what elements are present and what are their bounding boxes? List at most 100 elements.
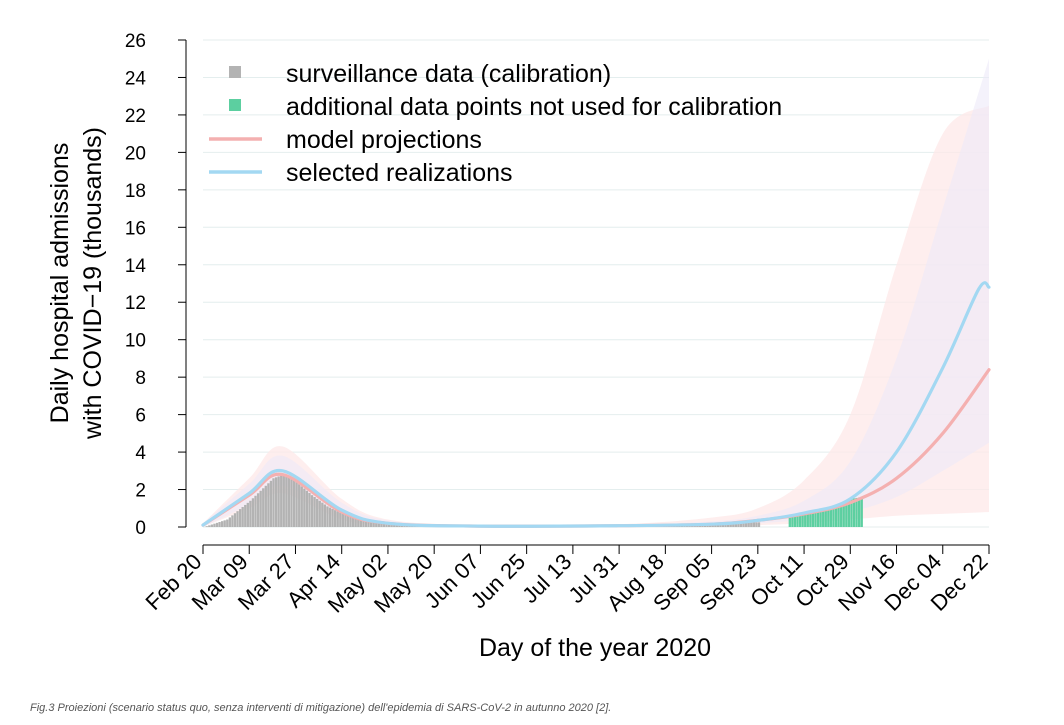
bar [310, 495, 314, 527]
bar [295, 482, 298, 527]
bar [814, 511, 817, 527]
bar [829, 506, 833, 527]
bar [341, 513, 345, 527]
bar [372, 520, 375, 527]
bar [323, 504, 327, 527]
bar [346, 515, 350, 527]
bar [256, 493, 260, 527]
bar [845, 500, 848, 527]
bar [369, 520, 373, 527]
bar [750, 522, 753, 527]
legend-label: additional data points not used for cali… [286, 93, 782, 121]
bar [724, 523, 727, 527]
series-lines [201, 281, 991, 528]
bar [387, 523, 391, 527]
bar [737, 523, 740, 527]
bar [249, 500, 252, 527]
y-tick-label: 0 [135, 518, 146, 539]
bar [744, 522, 748, 527]
bar [215, 522, 219, 527]
legend-swatch [229, 99, 241, 111]
bar [742, 522, 745, 527]
bar [300, 486, 303, 527]
bar [285, 476, 288, 527]
bar [752, 522, 755, 527]
y-tick-label: 10 [125, 331, 146, 352]
bars-additional [788, 497, 863, 527]
bar [811, 512, 815, 527]
y-tick-label: 12 [125, 293, 146, 314]
bar [280, 475, 283, 527]
bar [809, 512, 812, 527]
bar [362, 518, 365, 527]
bar [223, 520, 226, 527]
bar [277, 476, 280, 527]
bar [328, 507, 332, 527]
bar [246, 502, 249, 527]
bar [860, 497, 863, 527]
bar [755, 522, 758, 527]
bar [819, 510, 822, 527]
line-selected-realizations [201, 281, 991, 528]
bar [719, 523, 722, 527]
bar [321, 502, 324, 527]
y-tick-label: 18 [125, 181, 146, 202]
bar [837, 503, 840, 527]
bar [721, 523, 725, 527]
y-tick-label: 26 [125, 31, 146, 52]
bar [344, 514, 347, 527]
y-tick-label: 6 [135, 406, 146, 427]
legend-item-3: model projections [209, 126, 482, 154]
bar [287, 477, 291, 527]
bar [757, 522, 761, 527]
bar [852, 498, 856, 527]
bar [318, 500, 321, 527]
bar [858, 497, 861, 527]
bar [220, 521, 224, 527]
bar [316, 498, 319, 527]
bar [801, 514, 804, 527]
bar [213, 523, 216, 527]
bar [236, 511, 239, 527]
y-tick-label: 8 [135, 368, 146, 389]
bar [788, 517, 791, 527]
bar [834, 504, 838, 527]
legend-label: model projections [286, 126, 482, 154]
bar [824, 508, 827, 527]
y-tick-label: 14 [125, 256, 147, 277]
bar [798, 515, 802, 527]
bar [298, 484, 301, 527]
bar [308, 492, 311, 527]
bar [734, 523, 738, 527]
bar [303, 488, 306, 527]
bar [822, 509, 825, 527]
y-tick-label: 22 [125, 106, 146, 127]
bar [272, 478, 275, 527]
y-tick-label: 4 [135, 443, 146, 464]
bar [385, 522, 388, 527]
bar [305, 490, 309, 527]
legend-item-2: additional data points not used for cali… [229, 93, 782, 121]
bar [729, 523, 732, 527]
data-bars [205, 474, 863, 527]
bar [382, 522, 386, 527]
bar [793, 516, 797, 527]
bar [231, 515, 234, 527]
bar [336, 511, 339, 527]
x-tick-label: Jul 13 [517, 549, 576, 608]
bar [747, 522, 750, 527]
bar [274, 477, 278, 527]
bar [804, 513, 807, 527]
bar [727, 523, 730, 527]
bar [840, 502, 843, 527]
bar [226, 519, 229, 527]
bar [375, 521, 378, 527]
bar [847, 499, 851, 527]
bar [796, 515, 799, 527]
y-tick-label: 16 [125, 218, 146, 239]
bars-surveillance [205, 474, 761, 527]
bar [313, 497, 316, 527]
bar [850, 498, 853, 527]
bar [806, 513, 809, 527]
